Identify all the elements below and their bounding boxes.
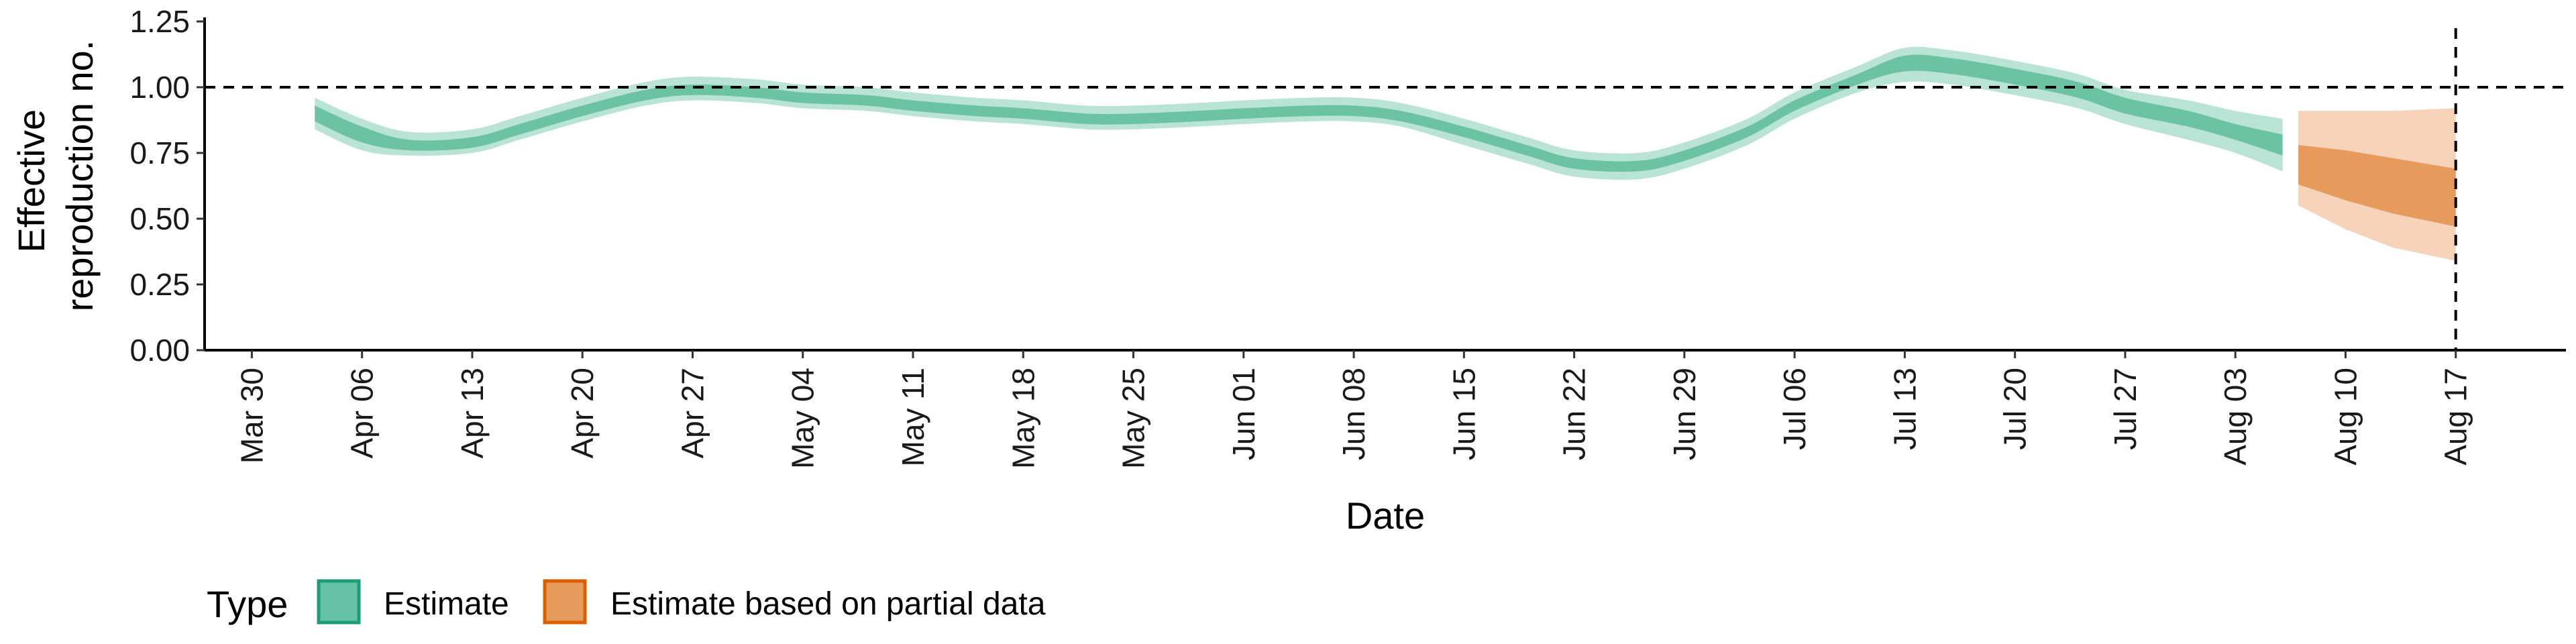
y-tick-label: 0.00 bbox=[129, 333, 190, 368]
y-axis-ticks: 0.00 0.25 0.50 0.75 1.00 1.25 bbox=[129, 4, 205, 368]
y-tick-label: 0.75 bbox=[129, 136, 190, 170]
x-tick-label: Aug 03 bbox=[2218, 368, 2253, 466]
x-tick-label: Apr 06 bbox=[345, 368, 380, 459]
x-axis-title: Date bbox=[1346, 494, 1425, 537]
y-tick-label: 0.25 bbox=[129, 267, 190, 302]
y-axis-title: Effective reproduction no. bbox=[10, 40, 101, 312]
x-tick-label: Jul 27 bbox=[2108, 368, 2143, 450]
y-tick-label: 0.50 bbox=[129, 201, 190, 236]
x-tick-label: May 11 bbox=[896, 368, 930, 466]
legend: Type Estimate Estimate based on partial … bbox=[207, 579, 1046, 625]
reference-lines bbox=[205, 28, 2566, 350]
legend-label-estimate: Estimate bbox=[384, 586, 509, 622]
axes bbox=[203, 17, 2566, 352]
legend-label-partial: Estimate based on partial data bbox=[610, 586, 1046, 622]
x-tick-label: Apr 13 bbox=[455, 368, 490, 459]
y-axis-title-line-2: reproduction no. bbox=[58, 40, 101, 312]
x-tick-label: Apr 20 bbox=[565, 368, 600, 459]
x-axis-ticks: Mar 30 Apr 06 Apr 13 Apr 20 Apr 27 May 04 May … bbox=[234, 350, 2473, 469]
x-tick-label: Jun 22 bbox=[1557, 368, 1592, 460]
x-tick-label: Aug 17 bbox=[2438, 368, 2473, 466]
y-tick-label: 1.00 bbox=[129, 70, 190, 105]
x-tick-label: Jul 13 bbox=[1887, 368, 1922, 450]
x-tick-label: Jun 01 bbox=[1226, 368, 1261, 460]
y-tick-label: 1.25 bbox=[129, 4, 190, 39]
x-tick-label: Mar 30 bbox=[234, 368, 269, 464]
x-tick-label: Jun 29 bbox=[1667, 368, 1702, 460]
legend-key-partial bbox=[543, 579, 587, 625]
x-tick-label: Aug 10 bbox=[2328, 368, 2363, 466]
x-tick-label: Jul 06 bbox=[1777, 368, 1812, 450]
legend-key-estimate bbox=[317, 579, 361, 625]
partial-band-50 bbox=[2298, 145, 2456, 227]
x-tick-label: May 04 bbox=[786, 368, 820, 469]
x-tick-label: May 25 bbox=[1116, 368, 1151, 469]
x-tick-label: Jun 15 bbox=[1446, 368, 1481, 460]
legend-title: Type bbox=[207, 583, 288, 625]
x-tick-label: Jun 08 bbox=[1336, 368, 1371, 460]
x-tick-label: Jul 20 bbox=[1998, 368, 2033, 450]
y-axis-title-line-1: Effective bbox=[10, 109, 52, 253]
estimate-band-50 bbox=[315, 54, 2283, 172]
estimate-bands bbox=[315, 46, 2456, 261]
x-tick-label: Apr 27 bbox=[676, 368, 710, 459]
x-tick-label: May 18 bbox=[1006, 368, 1040, 469]
